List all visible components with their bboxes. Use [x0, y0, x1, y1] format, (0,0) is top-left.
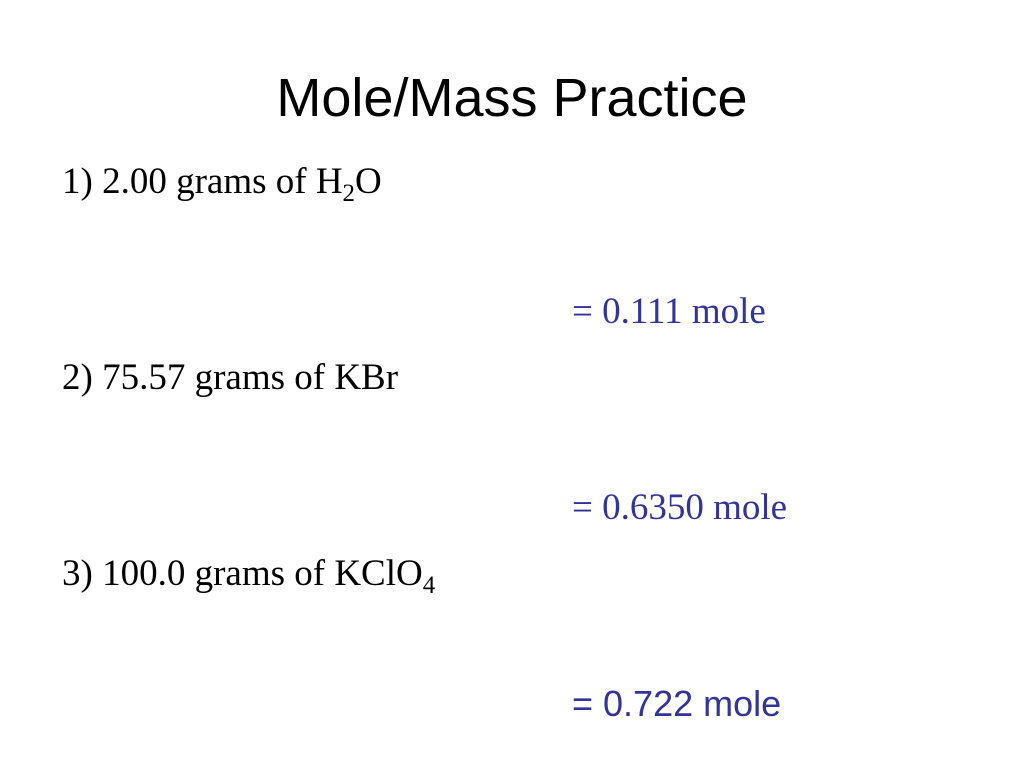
question-text: O [355, 161, 382, 202]
answer: = 0.6350 mole [572, 487, 788, 528]
answer: = 0.111 mole [572, 291, 766, 332]
answer: = 0.722 mole [572, 683, 782, 724]
question: 2) 75.57 grams of KBr [62, 356, 398, 400]
question-text: 3) 100.0 grams of KClO [62, 553, 423, 594]
question: 1) 2.00 grams of H2O [62, 160, 382, 207]
question-text: 2) 75.57 grams of KBr [62, 357, 399, 398]
question-text: 1) 2.00 grams of H [62, 161, 343, 202]
question: 3) 100.0 grams of KClO4 [62, 552, 436, 599]
subscript: 4 [422, 572, 436, 599]
subscript: 2 [342, 180, 356, 207]
slide-title: Mole/Mass Practice [276, 68, 748, 128]
